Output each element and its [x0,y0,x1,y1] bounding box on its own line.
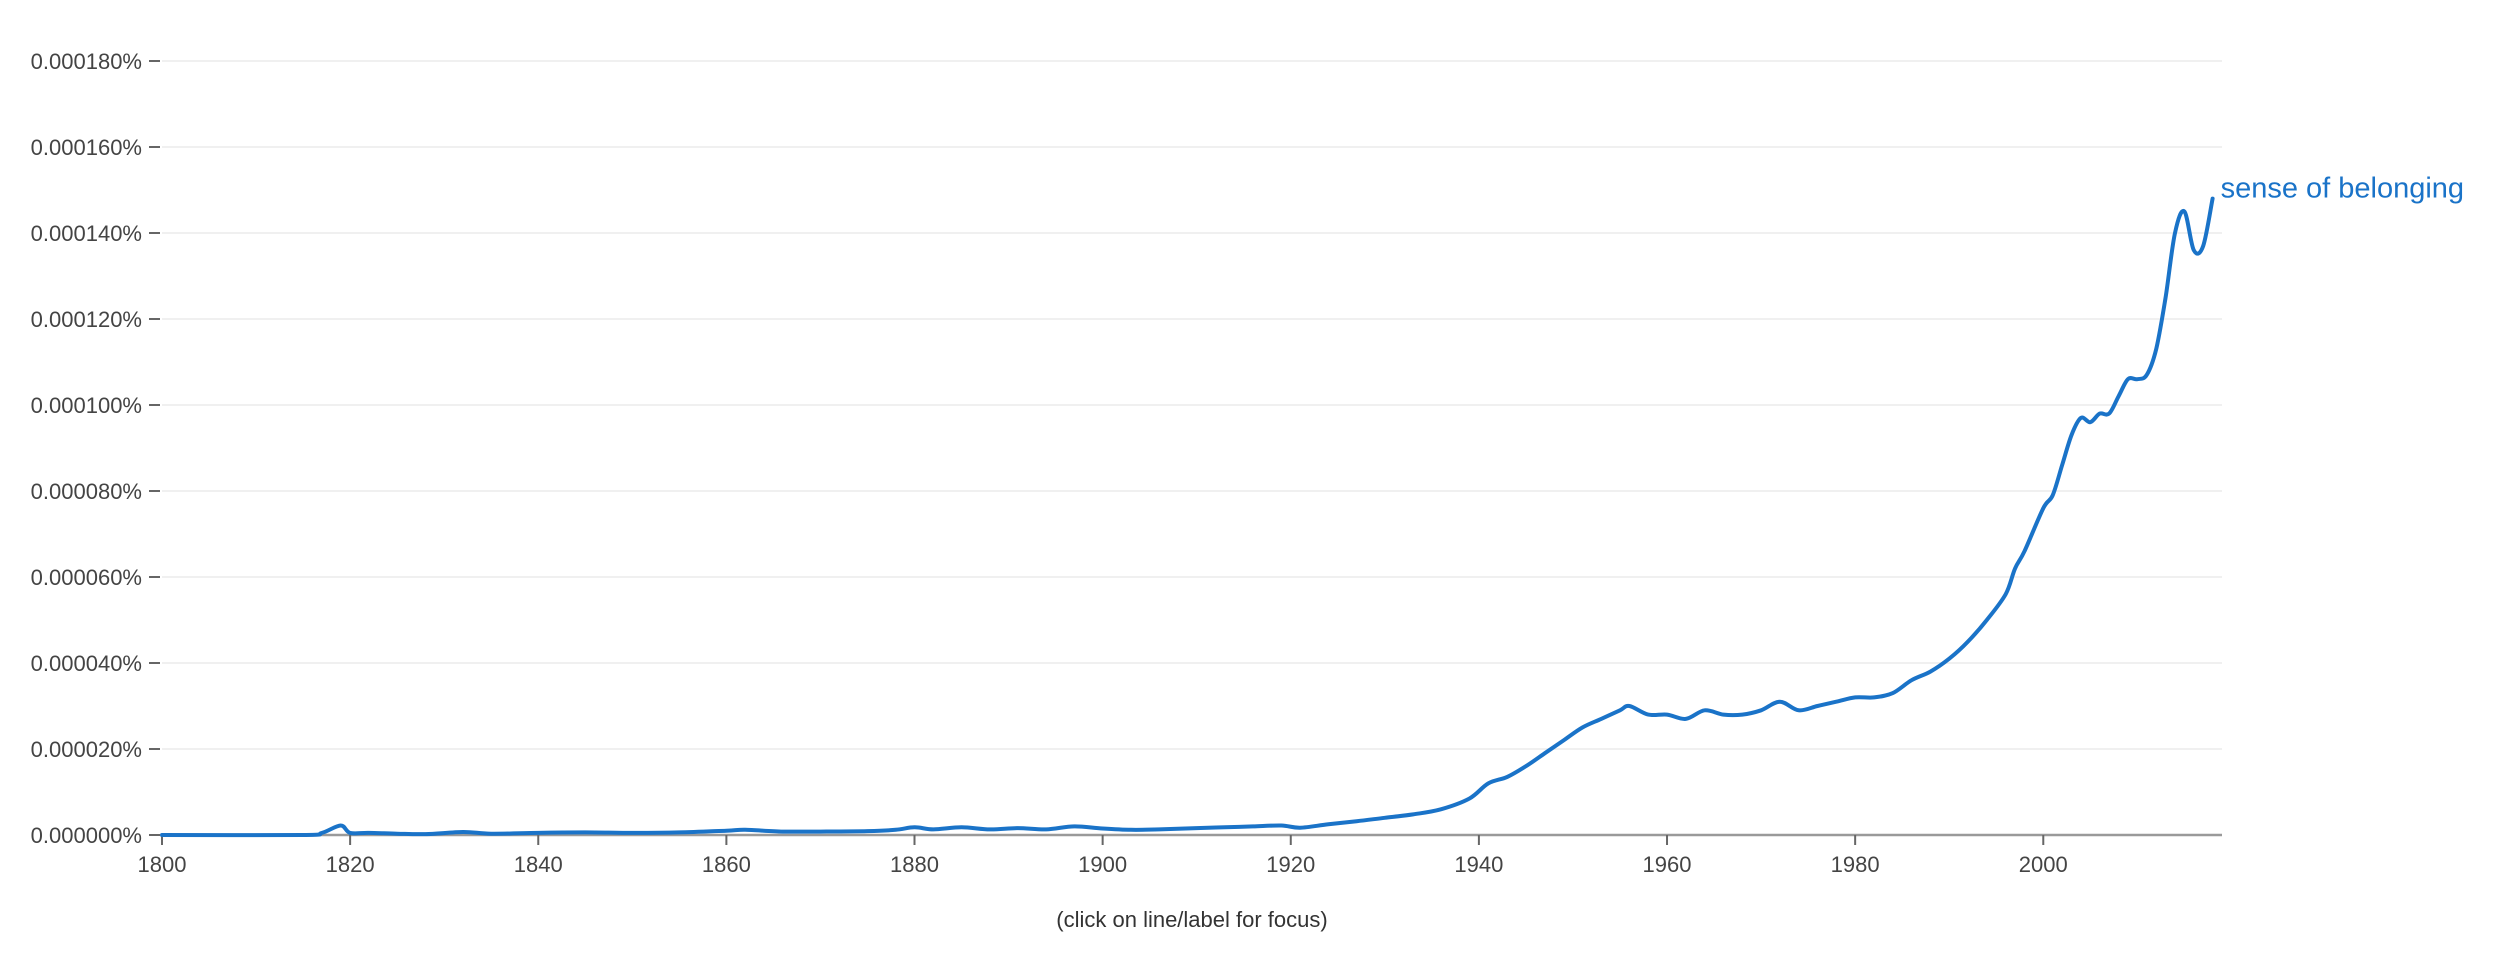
y-tick-label: 0.000160% [31,135,142,160]
y-tick-label: 0.000020% [31,737,142,762]
x-tick-label: 2000 [2019,852,2068,877]
x-tick-label: 1980 [1831,852,1880,877]
y-tick-label: 0.000100% [31,393,142,418]
x-tick-label: 1880 [890,852,939,877]
x-tick-label: 1860 [702,852,751,877]
series-line[interactable] [160,196,2215,838]
series-layer: sense of belonging [160,173,2464,838]
y-tick-label: 0.000140% [31,221,142,246]
x-tick-label: 1900 [1078,852,1127,877]
y-tick-label: 0.000040% [31,651,142,676]
y-tick-label: 0.000000% [31,823,142,848]
x-tick-label: 1960 [1643,852,1692,877]
gridlines [162,60,2222,750]
y-tick-label: 0.000080% [31,479,142,504]
footer-note: (click on line/label for focus) [1056,907,1327,932]
x-tick-label: 1840 [514,852,563,877]
series-label[interactable]: sense of belonging [2221,173,2464,205]
x-tick-label: 1940 [1454,852,1503,877]
x-tick-label: 1920 [1266,852,1315,877]
x-tick-label: 1820 [326,852,375,877]
x-tick-label: 1800 [138,852,187,877]
y-tick-label: 0.000120% [31,307,142,332]
axes: 0.000000% 0.000020% 0.000040% 0.000060% 0.00… [31,49,2222,877]
y-tick-label: 0.000180% [31,49,142,74]
y-tick-label: 0.000060% [31,565,142,590]
